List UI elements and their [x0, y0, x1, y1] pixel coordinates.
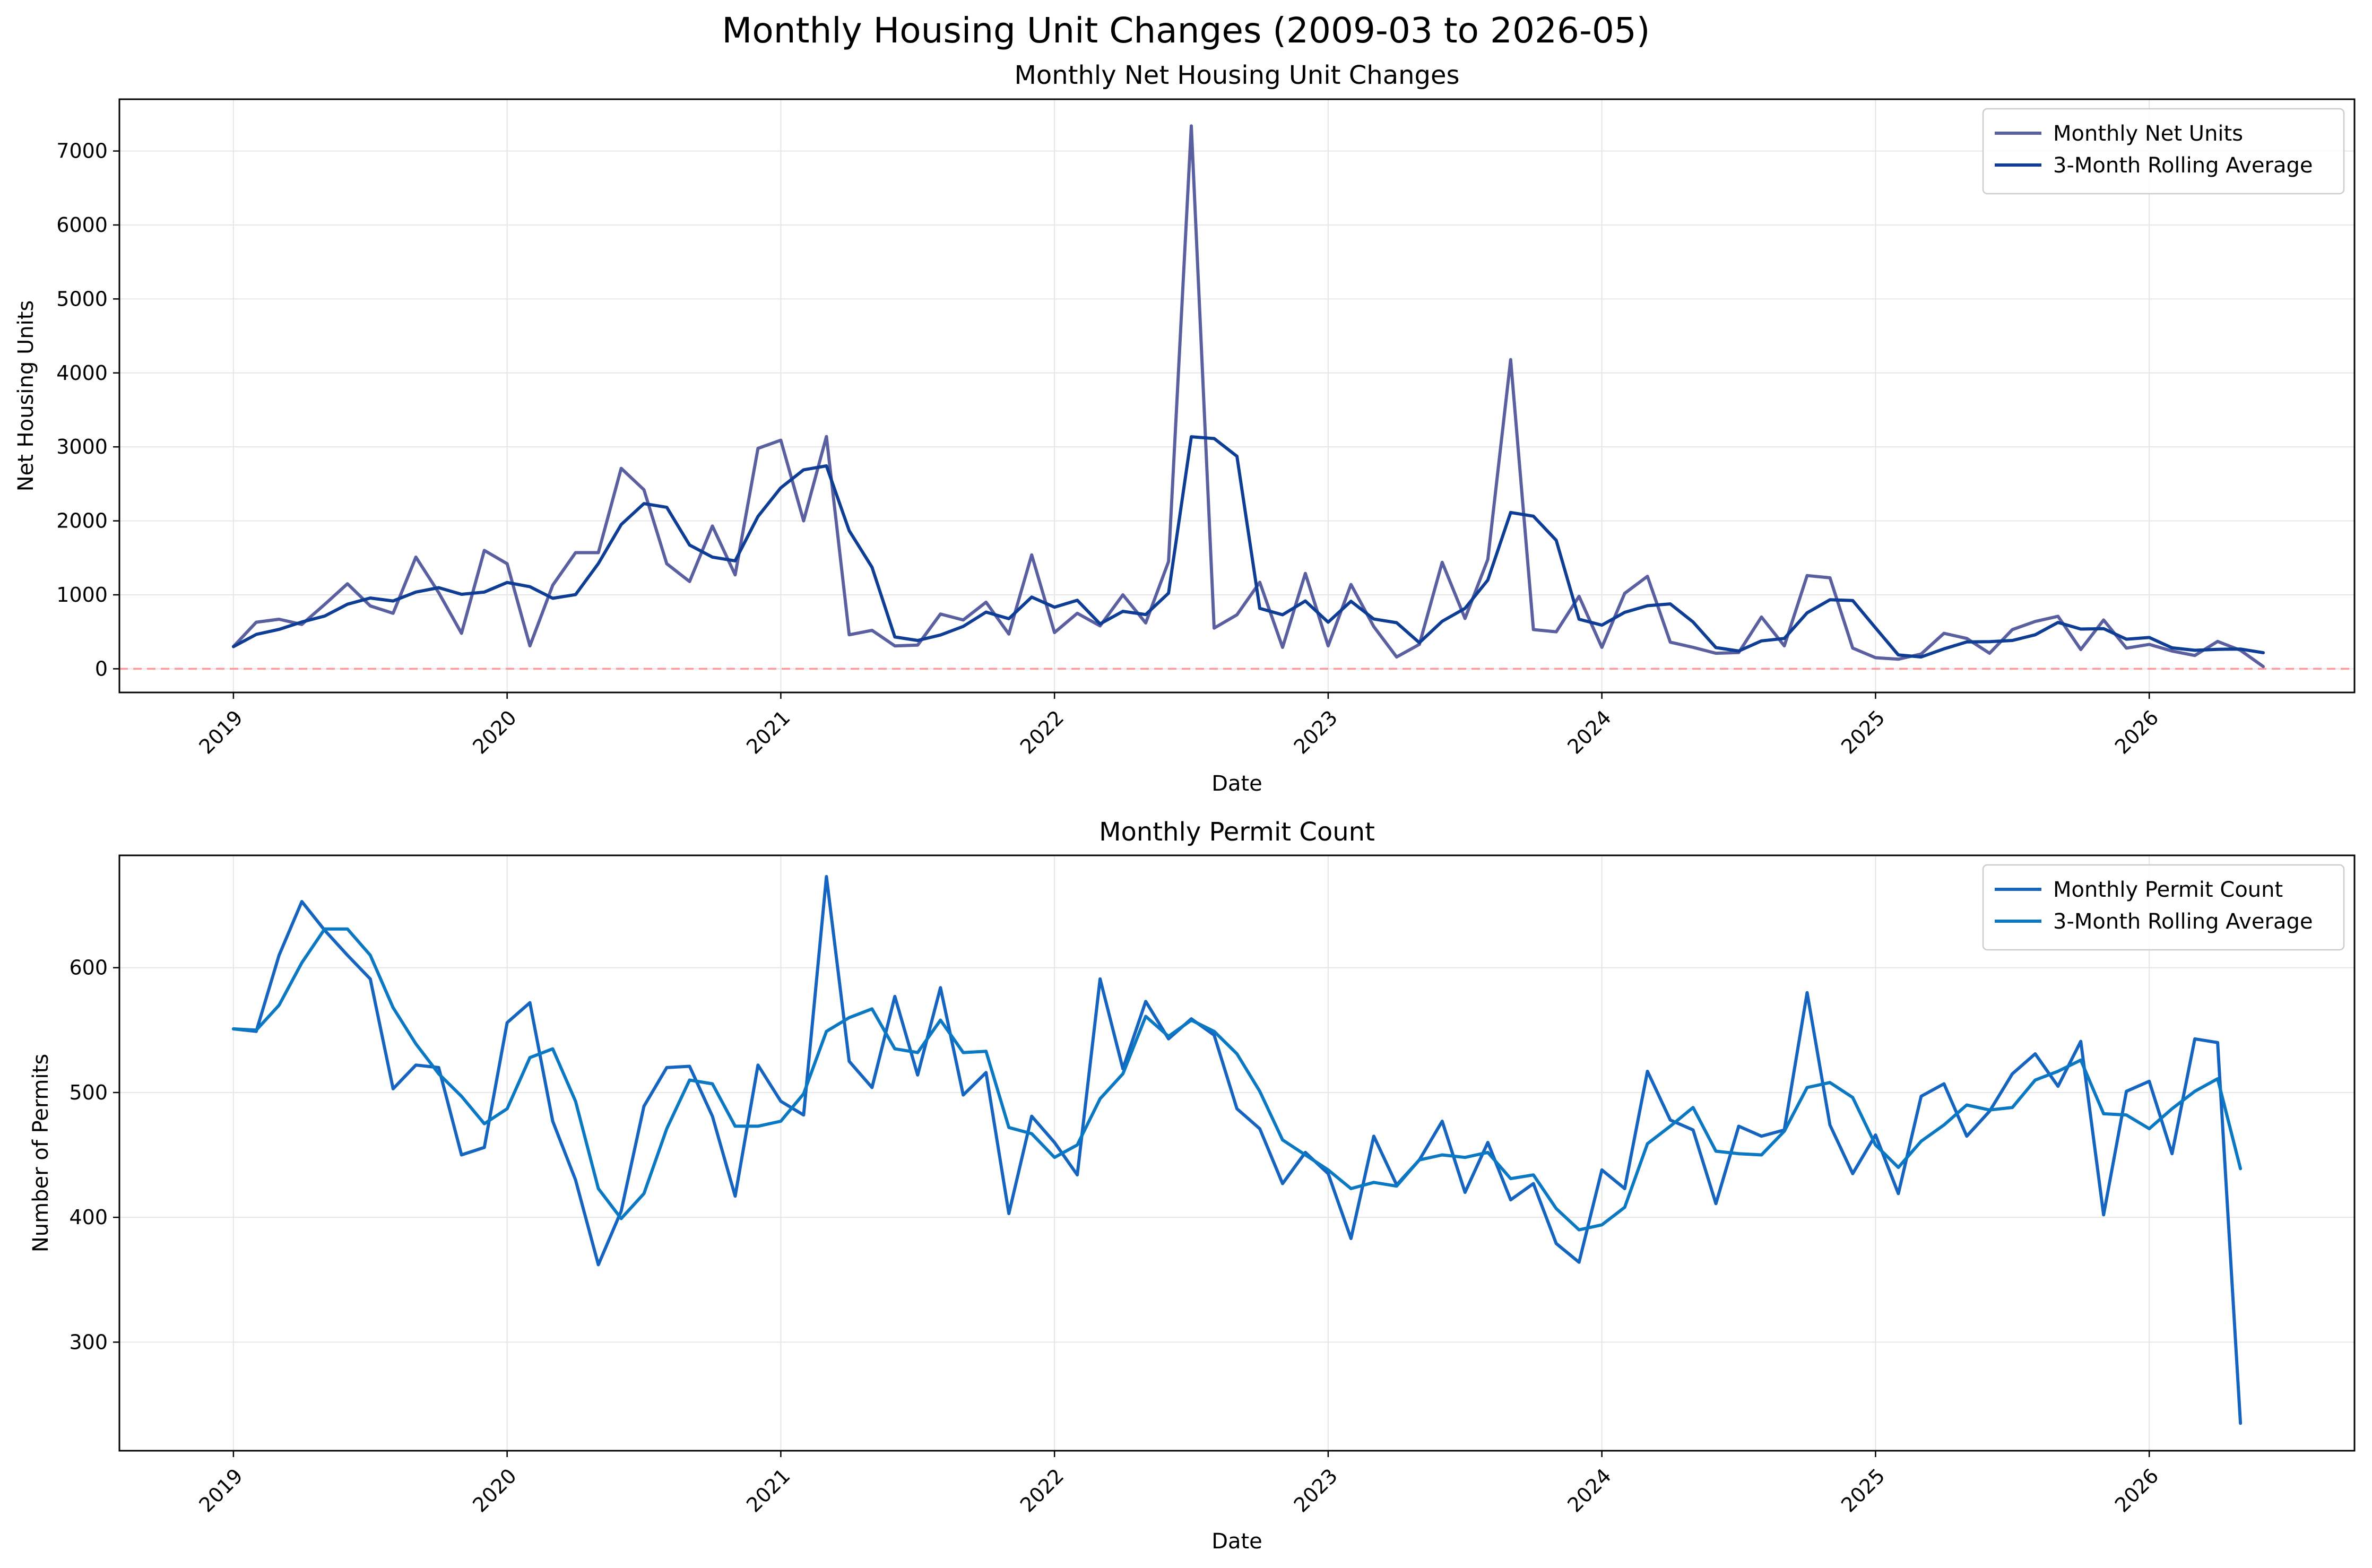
net-units-series-line-2	[231, 435, 2265, 659]
permit-count-legend-box	[1982, 864, 2345, 951]
net-units-y-tick-label: 6000	[56, 213, 108, 237]
net-units-legend-label: Monthly Net Units	[2053, 122, 2243, 146]
permit-count-legend-label: Monthly Permit Count	[2053, 878, 2283, 902]
net-units-y-tick-label: 4000	[56, 361, 108, 385]
permit-count-y-tick-label: 400	[69, 1206, 108, 1229]
permit-count-y-tick-label: 300	[69, 1330, 108, 1354]
figure-title: Monthly Housing Unit Changes (2009-03 to…	[722, 10, 1650, 51]
permit-count-series-line-2	[231, 927, 2243, 1232]
permit-count-legend: Monthly Permit Count 3-Month Rolling Aver…	[1982, 864, 2345, 951]
net-units-y-tick-label: 5000	[56, 287, 108, 310]
net-units-y-tick-label: 0	[95, 657, 108, 680]
net-units-legend-box	[1982, 108, 2345, 195]
permit-count-plot-frame	[118, 854, 2356, 1452]
net-units-plot-frame	[118, 98, 2356, 694]
permit-count-gridlines	[119, 855, 2354, 1451]
net-units-y-axis: 0 1000 2000 3000 4000 5000 6000 7000	[56, 140, 119, 680]
permit-count-y-tick-label: 500	[69, 1081, 108, 1104]
permit-count-y-axis-label: Number of Permits	[29, 1054, 53, 1252]
permit-count-y-tick-label: 600	[69, 956, 108, 980]
permit-count-x-axis-label: Date	[1211, 1529, 1262, 1554]
net-units-gridlines	[119, 99, 2354, 692]
permit-count-legend-label: 3-Month Rolling Average	[2053, 909, 2313, 934]
net-units-series	[231, 124, 2265, 669]
net-units-panel: Monthly Net Housing Unit Changes 0 1000 20…	[14, 60, 2356, 796]
net-units-y-axis-label: Net Housing Units	[14, 300, 38, 492]
net-units-y-tick-label: 7000	[56, 140, 108, 163]
net-units-chart-title: Monthly Net Housing Unit Changes	[1014, 60, 1459, 90]
net-units-y-tick-label: 3000	[56, 435, 108, 458]
net-units-x-axis-label: Date	[1211, 772, 1262, 796]
permit-count-chart-title: Monthly Permit Count	[1099, 817, 1375, 847]
permit-count-y-axis: 300 400 500 600	[69, 956, 119, 1354]
net-units-legend: Monthly Net Units 3-Month Rolling Average	[1982, 108, 2345, 195]
net-units-y-tick-label: 2000	[56, 509, 108, 533]
permit-count-series-line-1	[231, 875, 2243, 1425]
net-units-series-line-1	[231, 124, 2265, 669]
net-units-y-tick-label: 1000	[56, 583, 108, 607]
net-units-legend-label: 3-Month Rolling Average	[2053, 153, 2313, 178]
permit-count-series	[231, 875, 2243, 1425]
